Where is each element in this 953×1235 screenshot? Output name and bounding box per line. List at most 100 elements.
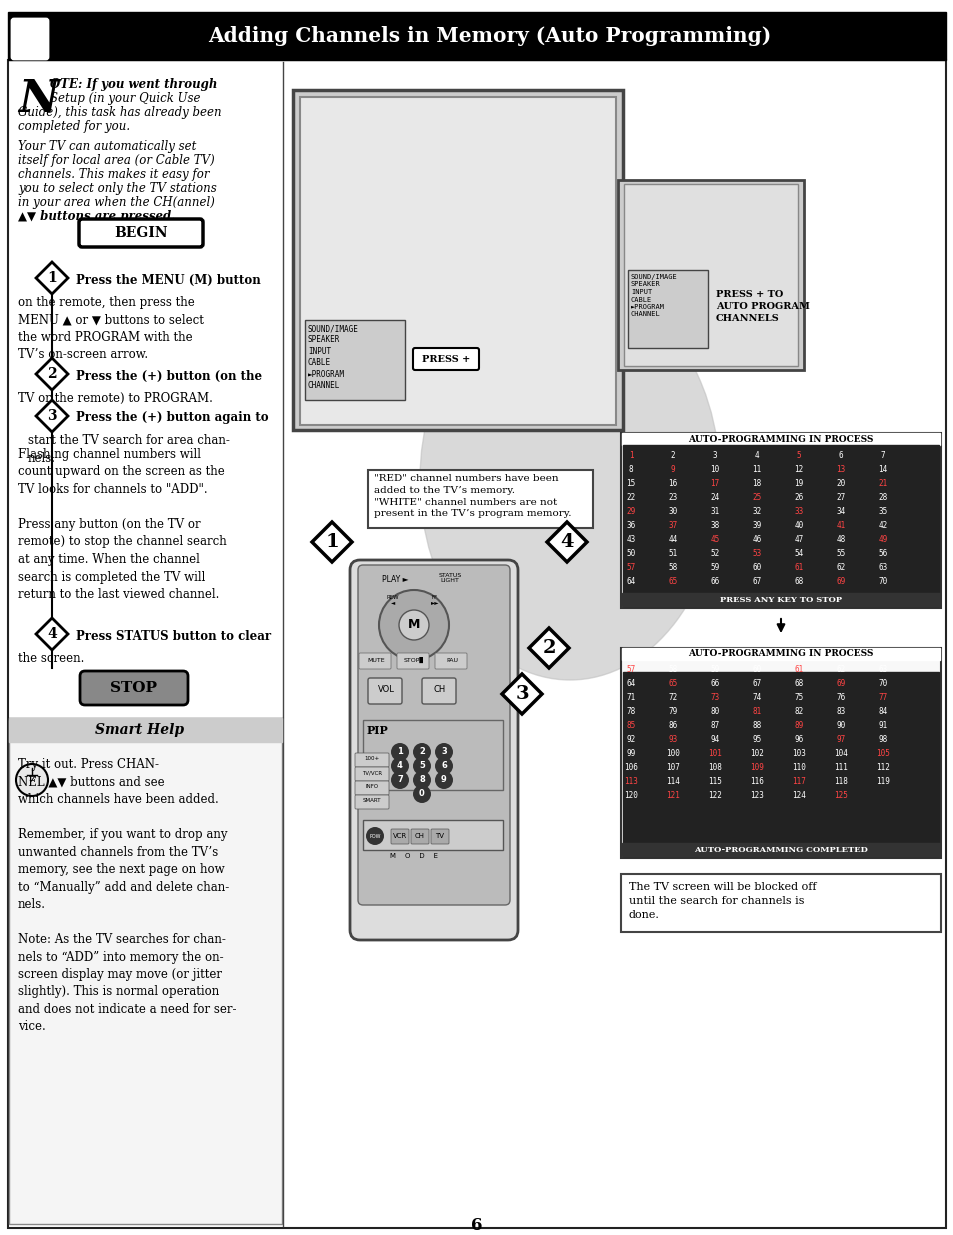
Circle shape [391,757,409,776]
Polygon shape [36,358,68,390]
FancyBboxPatch shape [12,19,48,59]
Text: VOL: VOL [377,685,394,694]
Text: 48: 48 [836,535,844,543]
Text: 97: 97 [836,736,844,745]
Text: Press the (+) button (on the: Press the (+) button (on the [76,369,262,383]
FancyBboxPatch shape [396,653,429,669]
Text: 69: 69 [836,679,844,688]
Circle shape [413,785,431,803]
Text: Adding Channels in Memory (Auto Programming): Adding Channels in Memory (Auto Programm… [208,26,771,46]
Text: 1: 1 [325,534,338,551]
Text: 19: 19 [794,478,802,488]
FancyBboxPatch shape [355,781,389,795]
FancyBboxPatch shape [357,564,510,905]
Text: 40: 40 [794,520,802,530]
Text: VCR: VCR [393,832,407,839]
Text: 4: 4 [47,627,57,641]
Text: 29: 29 [626,506,635,515]
Text: 5: 5 [418,762,424,771]
Text: 63: 63 [878,666,886,674]
Text: 59: 59 [710,562,719,572]
Text: 75: 75 [794,694,802,703]
FancyBboxPatch shape [421,678,456,704]
Text: 22: 22 [626,493,635,501]
Text: 99: 99 [626,750,635,758]
Bar [621,433,939,445]
Bar [620,874,940,932]
Text: 78: 78 [626,708,635,716]
Text: Press the MENU (M) button: Press the MENU (M) button [76,273,260,287]
Text: 2: 2 [47,367,57,382]
Text: 12: 12 [794,464,802,473]
Circle shape [435,743,453,761]
Text: 8: 8 [418,776,424,784]
Text: STOP▊: STOP▊ [403,657,424,663]
Circle shape [413,743,431,761]
Text: 16: 16 [668,478,677,488]
Text: AUTO-PROGRAMMING COMPLETED: AUTO-PROGRAMMING COMPLETED [694,846,867,853]
Bar [621,844,939,856]
FancyBboxPatch shape [368,678,401,704]
Text: SOUND/IMAGE
SPEAKER
INPUT
CABLE
►PROGRAM
CHANNEL: SOUND/IMAGE SPEAKER INPUT CABLE ►PROGRAM… [308,324,358,390]
Bar [618,180,803,370]
Text: 4: 4 [396,762,402,771]
Text: 92: 92 [626,736,635,745]
Text: 73: 73 [710,694,719,703]
Text: 17: 17 [710,478,719,488]
Text: Setup (in your Quick Use: Setup (in your Quick Use [50,91,200,105]
Text: 95: 95 [752,736,760,745]
Text: M    O    D    E: M O D E [390,853,437,860]
Text: Smart Help: Smart Help [95,722,184,737]
Text: 116: 116 [749,778,763,787]
FancyBboxPatch shape [355,753,389,767]
Text: 125: 125 [833,792,847,800]
Text: 70: 70 [878,577,886,585]
Text: 11: 11 [752,464,760,473]
Text: 121: 121 [665,792,679,800]
Text: 31: 31 [710,506,719,515]
Text: FF
►►: FF ►► [431,594,438,605]
Text: 88: 88 [752,721,760,730]
Text: 2: 2 [418,747,424,757]
Circle shape [391,743,409,761]
Text: 70: 70 [878,679,886,688]
Text: 60: 60 [752,666,760,674]
Text: 77: 77 [878,694,886,703]
Text: 83: 83 [836,708,844,716]
Text: you to select only the TV stations: you to select only the TV stations [18,182,216,195]
Text: 2: 2 [670,451,675,459]
Text: 37: 37 [668,520,677,530]
Text: Your TV can automatically set: Your TV can automatically set [18,140,196,153]
Text: POW: POW [369,834,380,839]
Text: 67: 67 [752,679,760,688]
Text: 5: 5 [796,451,801,459]
Text: 24: 24 [710,493,719,501]
Text: Flashing channel numbers will
count upward on the screen as the
TV looks for cha: Flashing channel numbers will count upwa… [18,448,227,601]
Text: channels. This makes it easy for: channels. This makes it easy for [18,168,210,182]
Polygon shape [501,674,541,714]
Text: Press the (+) button again to: Press the (+) button again to [76,411,269,425]
Circle shape [413,757,431,776]
Circle shape [391,771,409,789]
Text: in your area when the CH(annel): in your area when the CH(annel) [18,196,214,209]
FancyBboxPatch shape [80,671,188,705]
Text: itself for local area (or Cable TV): itself for local area (or Cable TV) [18,154,214,167]
Text: 9: 9 [440,776,446,784]
Text: PAU: PAU [446,657,457,662]
Text: 89: 89 [794,721,802,730]
Text: 4: 4 [559,534,573,551]
Text: 100: 100 [665,750,679,758]
Text: 120: 120 [623,792,638,800]
Text: 1: 1 [396,747,402,757]
Text: 21: 21 [878,478,886,488]
Text: 72: 72 [668,694,677,703]
Bar [299,98,616,425]
Text: start the TV search for area chan-
nels.: start the TV search for area chan- nels. [28,433,230,464]
Bar [622,445,938,606]
Text: 3: 3 [47,409,57,424]
Polygon shape [529,629,568,668]
FancyBboxPatch shape [355,795,389,809]
Text: 54: 54 [794,548,802,557]
Text: BEGIN: BEGIN [114,226,168,240]
Text: 3: 3 [712,451,717,459]
